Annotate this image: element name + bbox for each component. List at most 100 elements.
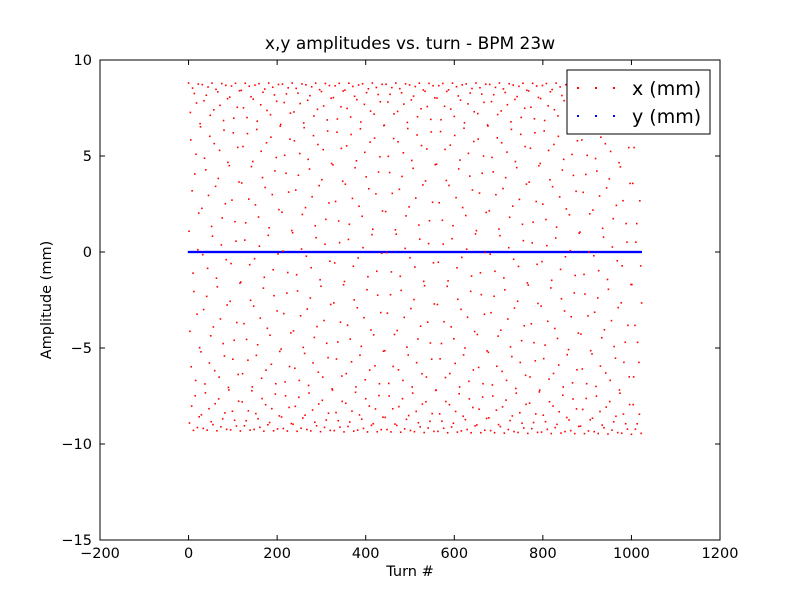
- x-data-point: [201, 253, 204, 256]
- x-data-point: [326, 119, 328, 121]
- x-data-point: [358, 414, 361, 416]
- x-data-point: [604, 372, 607, 374]
- x-data-point: [310, 85, 313, 88]
- x-data-point: [542, 203, 544, 205]
- x-data-point: [550, 287, 552, 289]
- y-data-point: [402, 250, 404, 254]
- y-data-point: [557, 250, 559, 254]
- x-data-point: [246, 132, 249, 135]
- y-data-point: [452, 250, 455, 254]
- y-data-point: [558, 250, 560, 254]
- x-data-point: [197, 83, 200, 85]
- x-data-point: [398, 188, 401, 191]
- y-data-point: [416, 250, 418, 254]
- x-data-point: [520, 339, 523, 342]
- x-data-point: [222, 119, 225, 122]
- y-data-point: [272, 250, 275, 254]
- y-data-point: [516, 250, 518, 254]
- x-data-point: [486, 124, 489, 126]
- x-data-point: [364, 378, 367, 381]
- legend-entry: x (mm): [577, 78, 701, 100]
- y-data-point: [320, 250, 323, 254]
- x-data-point: [356, 306, 359, 309]
- x-data-point: [425, 400, 427, 403]
- y-data-point: [376, 250, 379, 254]
- y-data-point: [241, 250, 244, 254]
- x-data-point: [511, 415, 514, 417]
- y-data-point: [204, 250, 207, 254]
- x-data-point: [447, 89, 450, 91]
- x-data-point: [260, 377, 263, 380]
- x-data-point: [426, 148, 428, 150]
- x-data-point: [195, 153, 197, 156]
- legend-label: y (mm): [632, 106, 701, 128]
- x-data-point: [632, 376, 635, 378]
- x-data-point: [398, 405, 400, 408]
- x-data-point: [450, 326, 452, 328]
- x-data-point: [297, 174, 300, 177]
- x-data-point: [480, 293, 483, 296]
- x-data-point: [360, 121, 362, 123]
- x-data-point: [315, 236, 317, 239]
- x-data-point: [403, 428, 406, 430]
- y-data-point: [596, 250, 599, 254]
- x-tick-label: 600: [440, 546, 468, 562]
- y-data-point: [348, 250, 351, 254]
- y-data-point: [337, 250, 340, 254]
- x-data-point: [537, 302, 539, 305]
- x-data-point: [249, 429, 251, 431]
- y-data-point: [246, 250, 248, 254]
- y-data-point: [562, 250, 565, 254]
- x-data-point: [420, 107, 422, 110]
- x-data-point: [373, 113, 375, 115]
- y-data-point: [586, 250, 588, 254]
- x-data-point: [463, 127, 465, 130]
- x-data-point: [264, 186, 266, 189]
- x-data-point: [520, 116, 522, 119]
- x-data-point: [191, 190, 193, 192]
- x-data-point: [203, 99, 205, 102]
- x-data-point: [596, 297, 599, 299]
- y-data-point: [262, 250, 264, 254]
- x-data-point: [375, 86, 378, 89]
- x-data-point: [252, 305, 255, 307]
- x-data-point: [516, 300, 519, 303]
- x-data-point: [569, 249, 572, 252]
- y-data-point: [589, 250, 592, 254]
- x-data-point: [310, 266, 313, 269]
- x-data-point: [208, 362, 211, 364]
- y-data-point: [315, 250, 317, 254]
- x-data-point: [639, 199, 641, 202]
- y-data-point: [569, 250, 572, 254]
- x-data-point: [423, 431, 425, 434]
- y-data-point: [530, 250, 533, 254]
- x-data-point: [430, 131, 433, 133]
- y-data-point: [537, 250, 540, 254]
- x-data-point: [587, 430, 590, 432]
- x-data-point: [498, 228, 500, 230]
- x-data-point: [456, 431, 459, 433]
- y-data-point: [527, 250, 530, 254]
- x-data-point: [386, 312, 389, 314]
- x-data-point: [539, 97, 542, 100]
- x-data-point: [380, 428, 383, 431]
- x-data-point: [509, 346, 512, 348]
- x-data-point: [343, 431, 345, 433]
- y-data-point: [393, 250, 395, 254]
- x-data-point: [393, 113, 395, 115]
- x-data-point: [302, 122, 305, 124]
- x-data-point: [212, 423, 214, 426]
- y-data-point: [480, 250, 483, 254]
- x-data-point: [466, 316, 469, 319]
- y-data-point: [533, 250, 535, 254]
- y-data-point: [341, 250, 343, 254]
- y-data-point: [470, 250, 472, 254]
- y-data-point: [498, 250, 501, 254]
- x-data-point: [557, 115, 559, 117]
- y-data-point: [197, 250, 200, 254]
- x-data-point: [511, 355, 513, 358]
- y-data-point: [286, 250, 289, 254]
- y-data-point: [190, 250, 193, 254]
- x-data-point: [281, 211, 283, 214]
- x-data-point: [317, 143, 319, 146]
